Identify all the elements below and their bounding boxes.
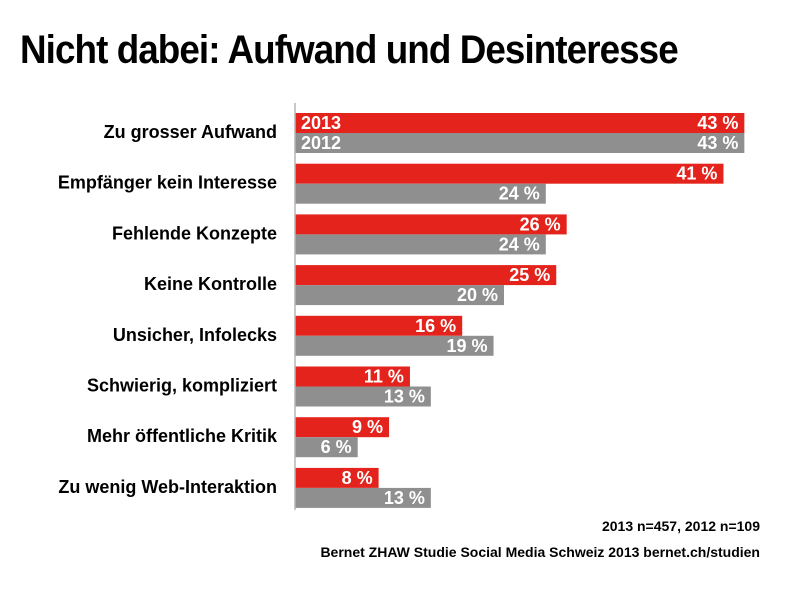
bar-2013 [295,214,567,235]
data-label-2013: 8 % [342,468,373,488]
bar-2012 [295,285,504,306]
data-label-2012: 13 % [384,488,425,508]
sample-size-note: 2013 n=457, 2012 n=109 [601,518,760,534]
data-label-2013: 16 % [415,316,456,336]
category-label: Zu grosser Aufwand [104,122,277,142]
data-label-2012: 24 % [499,184,540,204]
bar-2012 [295,437,358,458]
category-label: Fehlende Konzepte [112,223,277,243]
bar-2013 [295,467,379,488]
source-note: Bernet ZHAW Studie Social Media Schweiz … [320,544,760,560]
bar-2012 [295,386,431,407]
bar-2013 [295,366,410,387]
category-label: Zu wenig Web-Interaktion [58,477,277,497]
legend-label-2012: 2012 [301,133,341,153]
bar-2012 [295,183,546,204]
data-label-2013: 41 % [676,164,717,184]
category-label: Mehr öffentliche Kritik [87,426,278,446]
chart-title: Nicht dabei: Aufwand und Desinteresse [20,28,679,72]
legend-label-2013: 2013 [301,113,341,133]
bar-2012 [295,234,546,255]
data-label-2013: 25 % [509,265,550,285]
bar-2013 [295,113,745,133]
category-label: Keine Kontrolle [144,274,277,294]
data-label-2013: 26 % [520,214,561,234]
bar-2013 [295,265,557,286]
bar-2013 [295,417,390,438]
data-label-2012: 20 % [457,285,498,305]
bar-2012 [295,487,431,508]
bar-2013 [295,163,724,184]
bar-2012 [295,133,745,153]
category-label: Schwierig, kompliziert [87,376,277,396]
category-label: Unsicher, Infolecks [113,325,277,345]
category-label: Empfänger kein Interesse [58,173,277,193]
bar-2012 [295,335,494,356]
data-label-2012: 6 % [321,437,352,457]
data-label-2012: 43 % [697,133,738,153]
bar-group: Zu grosser Aufwand 43 % 2013 43 % 2012 Empfän… [58,113,745,508]
data-label-2012: 13 % [384,387,425,407]
data-label-2012: 19 % [447,336,488,356]
data-label-2013: 9 % [352,417,383,437]
data-label-2013: 43 % [697,113,738,133]
bar-2013 [295,315,463,336]
data-label-2013: 11 % [364,367,404,387]
data-label-2012: 24 % [499,234,540,254]
